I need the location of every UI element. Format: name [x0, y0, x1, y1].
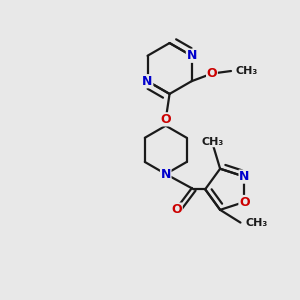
- Text: N: N: [160, 167, 171, 181]
- Text: O: O: [239, 196, 250, 208]
- Text: CH₃: CH₃: [201, 137, 224, 147]
- Text: CH₃: CH₃: [236, 66, 258, 76]
- Text: N: N: [239, 170, 250, 183]
- Text: O: O: [172, 203, 182, 216]
- Text: O: O: [207, 67, 217, 80]
- Text: CH₃: CH₃: [245, 218, 268, 228]
- Text: N: N: [186, 49, 197, 62]
- Text: O: O: [160, 113, 171, 126]
- Text: N: N: [142, 75, 153, 88]
